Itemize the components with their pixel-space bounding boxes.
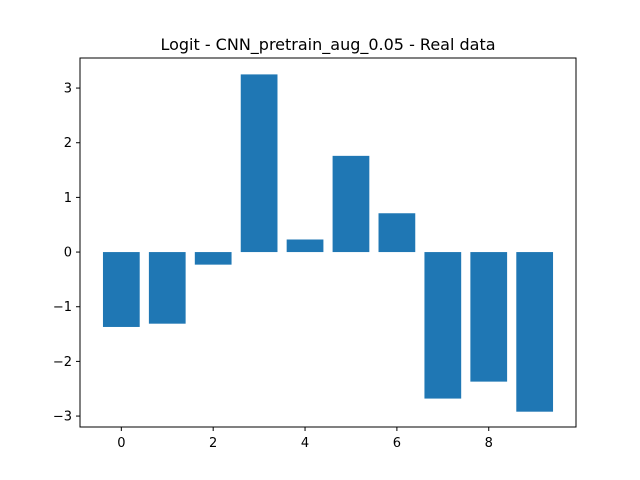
x-axis: 0 2 4 6 8: [117, 427, 493, 451]
bar-5: [332, 155, 370, 253]
y-tick-label: −3: [53, 410, 72, 425]
bar-8: [470, 252, 508, 382]
bar-4: [286, 239, 324, 253]
y-tick-label: 0: [64, 246, 72, 261]
bar-6: [378, 213, 416, 253]
bar-1: [148, 252, 186, 324]
y-tick-label: 1: [64, 191, 72, 206]
y-tick-label: −2: [53, 355, 72, 370]
plot-frame: [79, 57, 577, 428]
y-tick-label: −1: [53, 300, 72, 315]
x-tick-label: 6: [393, 436, 401, 451]
x-tick-label: 4: [301, 436, 309, 451]
bar-9: [516, 252, 554, 412]
chart-title: Logit - CNN_pretrain_aug_0.05 - Real dat…: [160, 35, 495, 55]
y-tick-label: 2: [64, 136, 72, 151]
bar-2: [194, 252, 232, 265]
x-tick-label: 0: [117, 436, 125, 451]
x-tick-label: 2: [209, 436, 217, 451]
y-axis: −3 −2 −1 0 1 2 3: [53, 82, 80, 425]
bar-7: [424, 252, 462, 399]
bars-group: [102, 74, 554, 412]
bar-0: [102, 252, 140, 327]
y-tick-label: 3: [64, 82, 72, 97]
x-tick-label: 8: [485, 436, 493, 451]
bar-3: [240, 74, 278, 253]
